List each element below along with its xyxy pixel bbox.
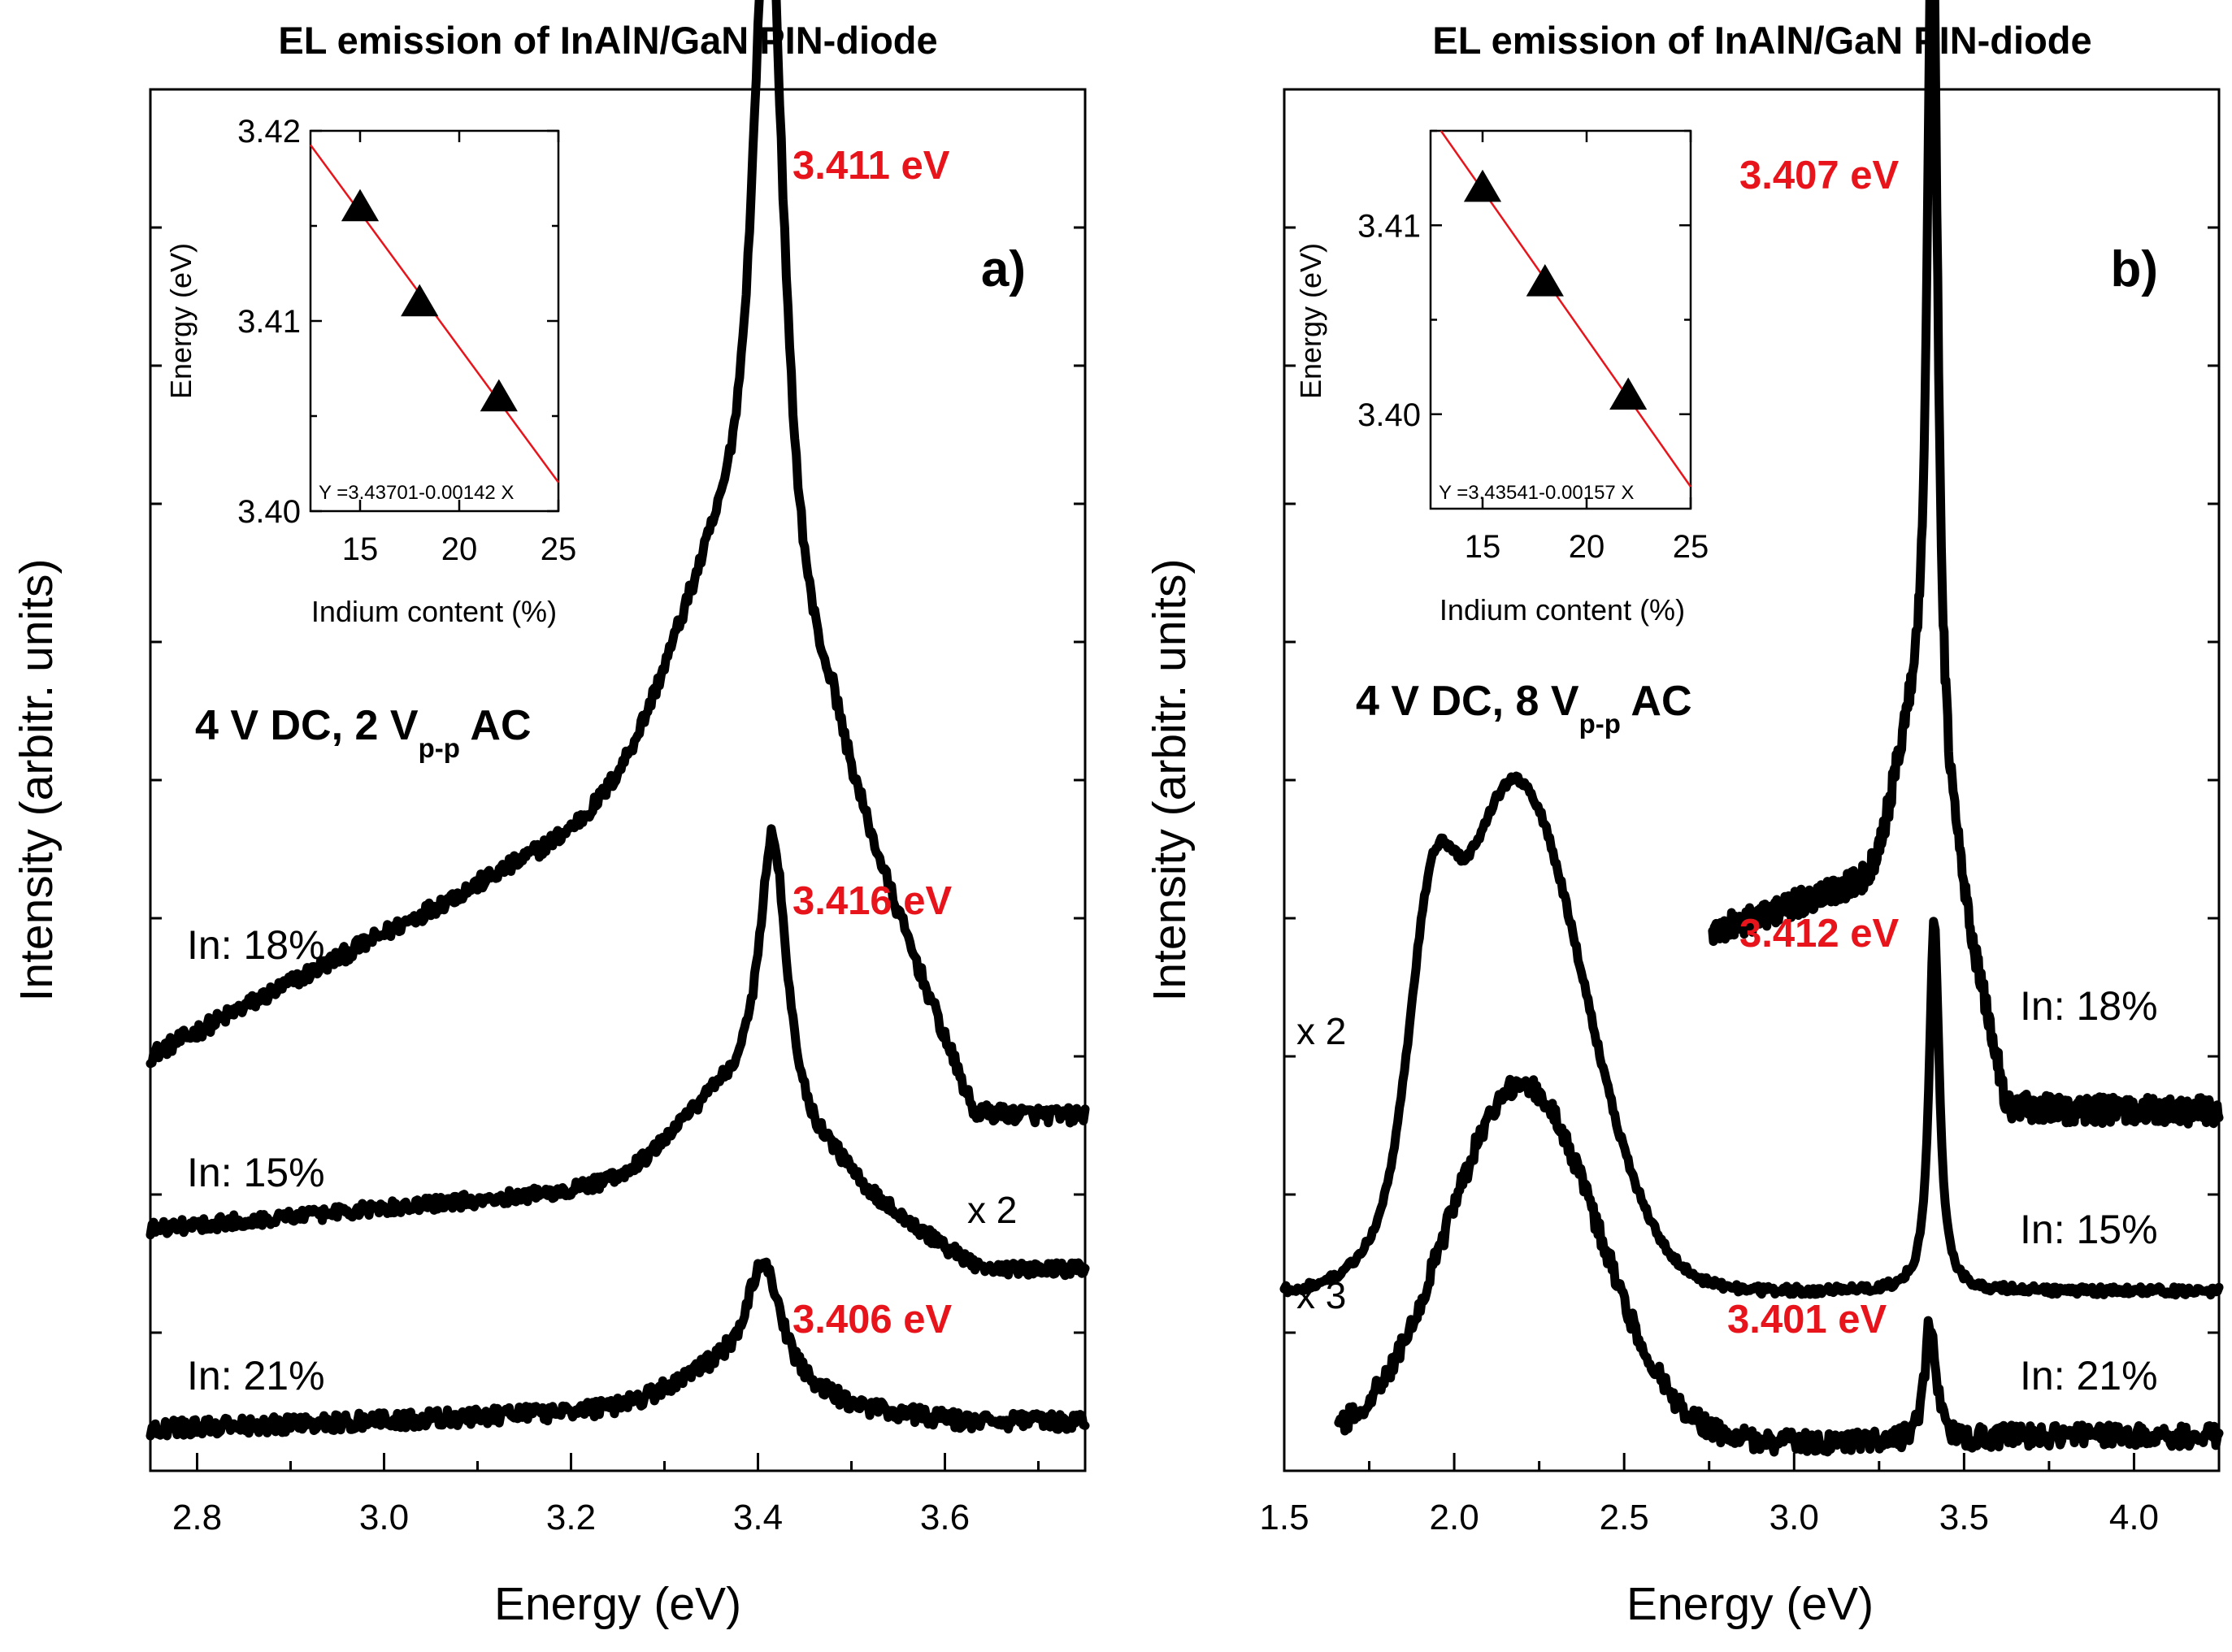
panel-b-inset-y-label: Energy (eV) — [1294, 243, 1327, 399]
panel-a-x-axis-label: Energy (eV) — [494, 1578, 741, 1630]
inset-x-tick-label: 15 — [342, 531, 379, 567]
spectrum-line-15 — [145, 824, 1090, 1281]
x-tick-label: 3.4 — [733, 1498, 783, 1537]
x-tick-label: 3.0 — [1770, 1498, 1819, 1537]
panel-a-condition-main: 4 V DC, 2 V — [195, 702, 419, 749]
panel-b-y-ticks — [1284, 226, 2219, 1334]
panel-b-inset-equation: Y =3.43541-0.00157 X — [1439, 482, 1634, 504]
x-tick-label: 3.6 — [920, 1498, 970, 1537]
panel-a-label: a) — [981, 241, 1026, 297]
panel-a-condition-suffix: AC — [460, 702, 532, 749]
panel-a-inset-frame — [309, 129, 560, 513]
panel-b-series-label-in15: In: 15% — [2020, 1207, 2158, 1252]
panel-a-condition-sub: p-p — [419, 733, 460, 763]
inset-x-tick-label: 25 — [541, 531, 577, 567]
panel-a-inset-y-label: Energy (eV) — [164, 243, 198, 399]
inset-x-tick-label: 25 — [1673, 529, 1709, 565]
panel-a-series-label-in18: In: 18% — [187, 922, 325, 968]
panel-a: EL emission of InAlN/GaN PIN-diode Inten… — [11, 0, 1090, 1630]
panel-b-title: EL emission of InAlN/GaN PIN-diode — [1432, 19, 2091, 62]
panel-a-y-axis-label: Intensity (arbitr. units) — [11, 559, 63, 1002]
panel-b-inset-points — [1463, 169, 1648, 410]
panel-b-inset: 15 20 25 3.40 3.41 Y =3.43541-0.00157 X Indi… — [1294, 129, 1709, 627]
inset-x-tick-label: 20 — [441, 531, 478, 567]
inset-data-point — [341, 189, 380, 222]
x-tick-label: 1.5 — [1259, 1498, 1309, 1537]
x-tick-label: 2.0 — [1430, 1498, 1479, 1537]
x-tick-label: 2.5 — [1600, 1498, 1649, 1537]
inset-data-point — [1609, 377, 1648, 410]
inset-data-point — [480, 379, 518, 412]
panel-a-x-ticks: 2.8 3.0 3.2 3.4 3.6 — [172, 1453, 1040, 1537]
panel-a-inset: 15 20 253.403.413.42 Y =3.43701-0.00142 X … — [164, 114, 576, 628]
panel-b-scale-label-x2: x 2 — [1296, 1010, 1346, 1052]
panel-b-x-axis-label: Energy (eV) — [1626, 1578, 1874, 1630]
inset-y-tick-label: 3.40 — [237, 494, 301, 530]
spectrum-line-18 — [1708, 0, 2224, 1129]
panel-b-peak-label-3401: 3.401 eV — [1727, 1298, 1887, 1342]
spectrum-line-21 — [1334, 1074, 2224, 1457]
panel-b-peak-label-3412: 3.412 eV — [1739, 912, 1899, 956]
panel-b-x-ticks: 1.5 2.0 2.5 3.0 3.5 4.0 — [1259, 1453, 2221, 1537]
panel-a-inset-x-label: Indium content (%) — [311, 595, 557, 628]
panel-a-inset-ticks: 15 20 25 3.40 3.41 3.42 — [237, 114, 576, 567]
panel-b-condition: 4 V DC, 8 Vp-p AC — [1356, 678, 1692, 739]
spectrum-line-21 — [145, 1257, 1090, 1441]
panel-b-inset-ticks: 15 20 25 3.40 3.41 — [1357, 129, 1709, 565]
inset-data-point — [1526, 264, 1564, 297]
inset-data-point — [1463, 169, 1502, 202]
panel-a-peak-label-3416: 3.416 eV — [792, 879, 952, 923]
inset-y-tick-label: 3.41 — [1357, 208, 1421, 244]
panel-a-inset-equation: Y =3.43701-0.00142 X — [319, 482, 514, 504]
panel-a-curves — [145, 0, 1090, 1441]
x-tick-label: 2.8 — [172, 1498, 222, 1537]
panel-b-inset-x-label: Indium content (%) — [1440, 593, 1685, 627]
panel-a-condition: 4 V DC, 2 Vp-p AC — [195, 702, 532, 763]
panel-b-series-label-in21: In: 21% — [2020, 1353, 2158, 1398]
panel-b-scale-label-x3: x 3 — [1296, 1274, 1346, 1316]
inset-x-tick-label: 15 — [1465, 529, 1501, 565]
panel-b-series-label-in18: In: 18% — [2020, 983, 2158, 1029]
inset-y-tick-label: 3.40 — [1357, 397, 1421, 433]
panel-b-y-axis-label: Intensity (arbitr. units) — [1144, 559, 1196, 1002]
panel-b: EL emission of InAlN/GaN PIN-diode Inten… — [1144, 0, 2224, 1630]
panel-b-condition-suffix: AC — [1621, 678, 1692, 725]
inset-data-point — [401, 284, 439, 317]
panel-b-plot-frame — [1283, 88, 2221, 1472]
panel-b-condition-main: 4 V DC, 8 V — [1356, 678, 1579, 725]
x-tick-label: 4.0 — [2109, 1498, 2159, 1537]
inset-x-tick-label: 20 — [1569, 529, 1605, 565]
panel-a-title: EL emission of InAlN/GaN PIN-diode — [278, 19, 937, 62]
spectrum-line-15 — [1279, 771, 2224, 1300]
x-tick-label: 3.2 — [546, 1498, 596, 1537]
panel-a-series-label-in15: In: 15% — [187, 1150, 325, 1195]
panel-b-condition-sub: p-p — [1579, 709, 1621, 739]
spectrum-line-18 — [145, 0, 1090, 1128]
panel-a-peak-label-3411: 3.411 eV — [792, 144, 950, 188]
panel-b-peak-label-3407: 3.407 eV — [1739, 154, 1899, 197]
x-tick-label: 3.0 — [359, 1498, 409, 1537]
inset-y-tick-label: 3.42 — [237, 114, 301, 150]
inset-y-tick-label: 3.41 — [237, 304, 301, 340]
panel-b-label: b) — [2110, 241, 2158, 297]
x-tick-label: 3.5 — [1939, 1498, 1989, 1537]
panel-b-inset-frame — [1429, 129, 1692, 510]
panel-a-peak-label-3406: 3.406 eV — [792, 1298, 952, 1342]
panel-a-y-ticks — [150, 226, 1085, 1334]
panel-a-series-label-in21: In: 21% — [187, 1353, 325, 1398]
panel-a-scale-label-x2: x 2 — [967, 1189, 1017, 1231]
panel-b-curves — [1279, 0, 2224, 1457]
panel-a-inset-points — [341, 189, 518, 412]
